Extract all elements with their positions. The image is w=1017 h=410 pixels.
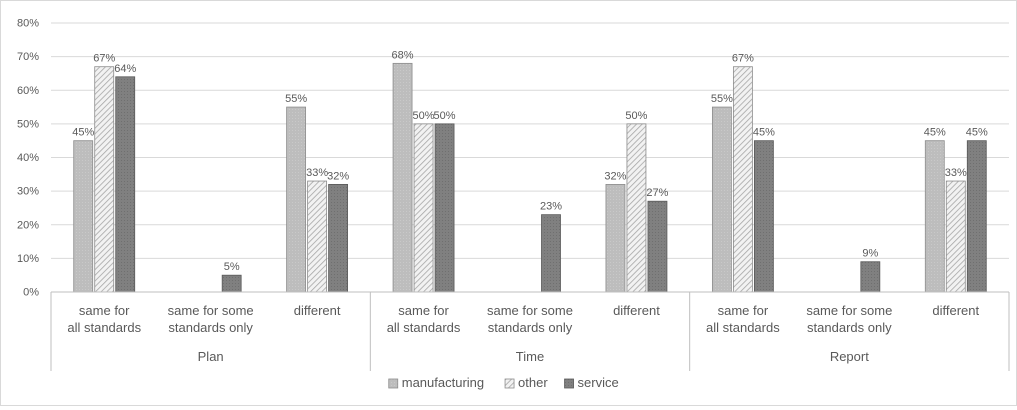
bars: [73, 62, 987, 293]
group-label: Plan: [198, 349, 224, 364]
y-tick-label: 50%: [17, 118, 39, 130]
legend-label: service: [578, 375, 619, 390]
data-label: 33%: [306, 167, 328, 179]
gridlines: [51, 22, 1009, 259]
data-label: 50%: [413, 110, 435, 122]
bar-manufacturing: [924, 140, 945, 293]
x-tick-label: different: [613, 303, 660, 318]
data-labels: 45%67%64%5%55%33%32%68%50%50%23%32%50%27…: [72, 49, 988, 273]
y-tick-label: 0%: [23, 287, 39, 299]
data-label: 68%: [392, 49, 414, 61]
x-tick-label: different: [294, 303, 341, 318]
legend: manufacturing other service: [388, 375, 619, 390]
y-tick-label: 40%: [17, 152, 39, 164]
x-tick-label: same for all standards: [706, 303, 780, 335]
y-axis-ticks: 0% 10% 20% 30% 40% 50% 60% 70% 80%: [17, 18, 39, 299]
bar-service: [115, 76, 136, 293]
bar-service: [541, 214, 561, 293]
legend-label: manufacturing: [402, 375, 484, 390]
bar-service: [860, 261, 881, 293]
legend-swatch: [504, 378, 515, 389]
bar-other: [94, 66, 115, 293]
bar-manufacturing: [286, 106, 307, 293]
bar-service: [966, 140, 987, 293]
legend-swatch: [564, 378, 574, 389]
y-tick-label: 80%: [17, 18, 39, 30]
y-tick-label: 10%: [17, 253, 39, 265]
data-label: 32%: [604, 170, 626, 182]
x-tick-label: same for all standards: [67, 303, 141, 335]
data-label: 67%: [732, 53, 754, 65]
data-label: 55%: [285, 93, 307, 105]
x-tick-label: same for some standards only: [168, 303, 254, 335]
x-tick-label: different: [932, 303, 979, 318]
data-label: 45%: [924, 127, 946, 139]
bar-other: [307, 180, 328, 293]
data-label: 5%: [224, 261, 240, 273]
data-label: 9%: [862, 248, 878, 260]
data-label: 45%: [72, 127, 94, 139]
bar-other: [626, 123, 647, 293]
data-label: 32%: [327, 170, 349, 182]
bar-service: [647, 200, 668, 293]
bar-manufacturing: [711, 106, 732, 293]
data-label: 50%: [625, 110, 647, 122]
y-tick-label: 30%: [17, 186, 39, 198]
group-label: Time: [516, 349, 544, 364]
bar-manufacturing: [605, 183, 626, 293]
bar-other: [413, 123, 434, 293]
data-label: 33%: [945, 167, 967, 179]
bar-service: [221, 274, 242, 293]
data-label: 64%: [114, 63, 136, 75]
x-axis: same for all standards same for some standa…: [50, 291, 1010, 371]
data-label: 55%: [711, 93, 733, 105]
legend-swatch: [388, 378, 399, 389]
x-tick-label: same for some standards only: [806, 303, 892, 335]
bar-service: [434, 123, 455, 293]
data-label: 23%: [540, 201, 562, 213]
y-tick-label: 70%: [17, 51, 39, 63]
bar-manufacturing: [73, 140, 94, 293]
bar-other: [945, 180, 966, 293]
bar-service: [753, 140, 774, 293]
data-label: 67%: [93, 53, 115, 65]
bar-manufacturing: [392, 62, 413, 293]
legend-label: other: [518, 375, 548, 390]
y-tick-label: 20%: [17, 219, 39, 231]
data-label: 45%: [753, 127, 775, 139]
data-label: 50%: [434, 110, 456, 122]
x-tick-label: same for all standards: [387, 303, 461, 335]
bar-other: [732, 66, 753, 293]
bar-service: [328, 183, 349, 293]
group-label: Report: [830, 349, 869, 364]
x-tick-label: same for some standards only: [487, 303, 573, 335]
data-label: 27%: [646, 187, 668, 199]
y-tick-label: 60%: [17, 85, 39, 97]
data-label: 45%: [966, 127, 988, 139]
